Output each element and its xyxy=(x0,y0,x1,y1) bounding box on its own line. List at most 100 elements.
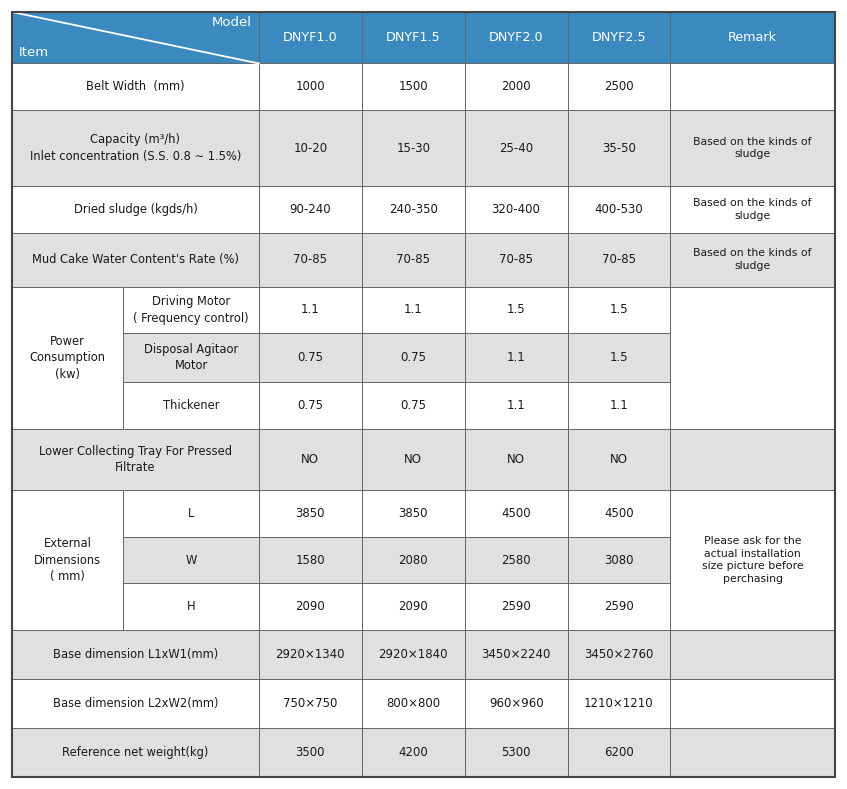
Bar xyxy=(567,186,670,233)
Bar xyxy=(362,110,465,186)
Bar xyxy=(670,286,835,429)
Bar xyxy=(12,429,259,490)
Bar xyxy=(465,728,567,777)
Text: 0.75: 0.75 xyxy=(297,351,324,365)
Text: 1.1: 1.1 xyxy=(507,399,525,412)
Text: 4200: 4200 xyxy=(398,746,428,759)
Bar xyxy=(259,233,362,286)
Text: DNYF2.0: DNYF2.0 xyxy=(489,32,544,44)
Text: Driving Motor
( Frequency control): Driving Motor ( Frequency control) xyxy=(133,295,249,324)
Bar xyxy=(670,630,835,679)
Bar xyxy=(362,429,465,490)
Text: 1.1: 1.1 xyxy=(507,351,525,365)
Bar xyxy=(670,679,835,728)
Bar xyxy=(362,186,465,233)
Bar xyxy=(123,286,259,333)
Text: 5300: 5300 xyxy=(501,746,531,759)
Bar xyxy=(567,728,670,777)
Bar xyxy=(123,382,259,429)
Bar xyxy=(12,728,259,777)
Text: Reference net weight(kg): Reference net weight(kg) xyxy=(63,746,208,759)
Text: 1.1: 1.1 xyxy=(301,304,319,316)
Bar xyxy=(465,490,567,537)
Bar xyxy=(567,286,670,333)
Bar xyxy=(362,333,465,382)
Text: L: L xyxy=(188,507,194,520)
Text: 1.5: 1.5 xyxy=(610,304,628,316)
Bar xyxy=(259,679,362,728)
Bar xyxy=(362,490,465,537)
Bar xyxy=(12,490,123,630)
Text: DNYF1.0: DNYF1.0 xyxy=(283,32,338,44)
Text: 320-400: 320-400 xyxy=(491,203,540,216)
Bar xyxy=(362,630,465,679)
Bar xyxy=(12,63,259,110)
Text: 2590: 2590 xyxy=(501,600,531,613)
Text: Please ask for the
actual installation
size picture before
perchasing: Please ask for the actual installation s… xyxy=(702,536,804,584)
Text: Belt Width  (mm): Belt Width (mm) xyxy=(86,80,185,93)
Bar xyxy=(259,583,362,630)
Bar xyxy=(465,63,567,110)
Text: NO: NO xyxy=(610,453,628,466)
Bar xyxy=(670,233,835,286)
Bar xyxy=(259,630,362,679)
Bar xyxy=(670,186,835,233)
Bar xyxy=(567,110,670,186)
Bar xyxy=(123,537,259,583)
Text: 70-85: 70-85 xyxy=(293,253,327,266)
Bar xyxy=(465,110,567,186)
Text: NO: NO xyxy=(302,453,319,466)
Bar xyxy=(567,429,670,490)
Text: 750×750: 750×750 xyxy=(283,697,337,710)
Bar xyxy=(465,286,567,333)
Bar xyxy=(567,382,670,429)
Bar xyxy=(567,679,670,728)
Text: 3850: 3850 xyxy=(398,507,428,520)
Text: 2500: 2500 xyxy=(604,80,634,93)
Text: Capacity (m³/h)
Inlet concentration (S.S. 0.8 ∼ 1.5%): Capacity (m³/h) Inlet concentration (S.S… xyxy=(30,133,241,163)
Text: W: W xyxy=(185,554,197,567)
Bar xyxy=(465,679,567,728)
Text: 400-530: 400-530 xyxy=(595,203,644,216)
Text: DNYF1.5: DNYF1.5 xyxy=(386,32,440,44)
Bar xyxy=(12,630,259,679)
Bar xyxy=(362,63,465,110)
Bar xyxy=(12,186,259,233)
Text: Lower Collecting Tray For Pressed
Filtrate: Lower Collecting Tray For Pressed Filtra… xyxy=(39,445,232,474)
Text: 70-85: 70-85 xyxy=(602,253,636,266)
Bar xyxy=(670,490,835,630)
Bar xyxy=(259,12,362,63)
Bar xyxy=(362,382,465,429)
Text: 10-20: 10-20 xyxy=(293,141,328,155)
Bar xyxy=(12,110,259,186)
Bar xyxy=(259,333,362,382)
Bar xyxy=(465,583,567,630)
Bar xyxy=(567,63,670,110)
Text: Dried sludge (kgds/h): Dried sludge (kgds/h) xyxy=(74,203,197,216)
Text: Power
Consumption
(kw): Power Consumption (kw) xyxy=(30,335,106,381)
Text: 1580: 1580 xyxy=(296,554,325,567)
Bar xyxy=(567,537,670,583)
Bar xyxy=(465,233,567,286)
Text: 0.75: 0.75 xyxy=(401,399,426,412)
Text: 3850: 3850 xyxy=(296,507,325,520)
Text: H: H xyxy=(186,600,196,613)
Text: Based on the kinds of
sludge: Based on the kinds of sludge xyxy=(694,198,812,221)
Text: 3080: 3080 xyxy=(604,554,634,567)
Bar xyxy=(12,233,259,286)
Text: 70-85: 70-85 xyxy=(396,253,430,266)
Text: 1500: 1500 xyxy=(398,80,428,93)
Bar xyxy=(670,63,835,110)
Bar xyxy=(259,382,362,429)
Bar xyxy=(259,429,362,490)
Bar xyxy=(465,630,567,679)
Text: 1210×1210: 1210×1210 xyxy=(584,697,654,710)
Bar xyxy=(259,186,362,233)
Text: 1000: 1000 xyxy=(296,80,325,93)
Bar xyxy=(465,382,567,429)
Text: 3500: 3500 xyxy=(296,746,325,759)
Text: DNYF2.5: DNYF2.5 xyxy=(592,32,646,44)
Bar xyxy=(362,537,465,583)
Bar xyxy=(12,679,259,728)
Text: Mud Cake Water Content's Rate (%): Mud Cake Water Content's Rate (%) xyxy=(32,253,239,266)
